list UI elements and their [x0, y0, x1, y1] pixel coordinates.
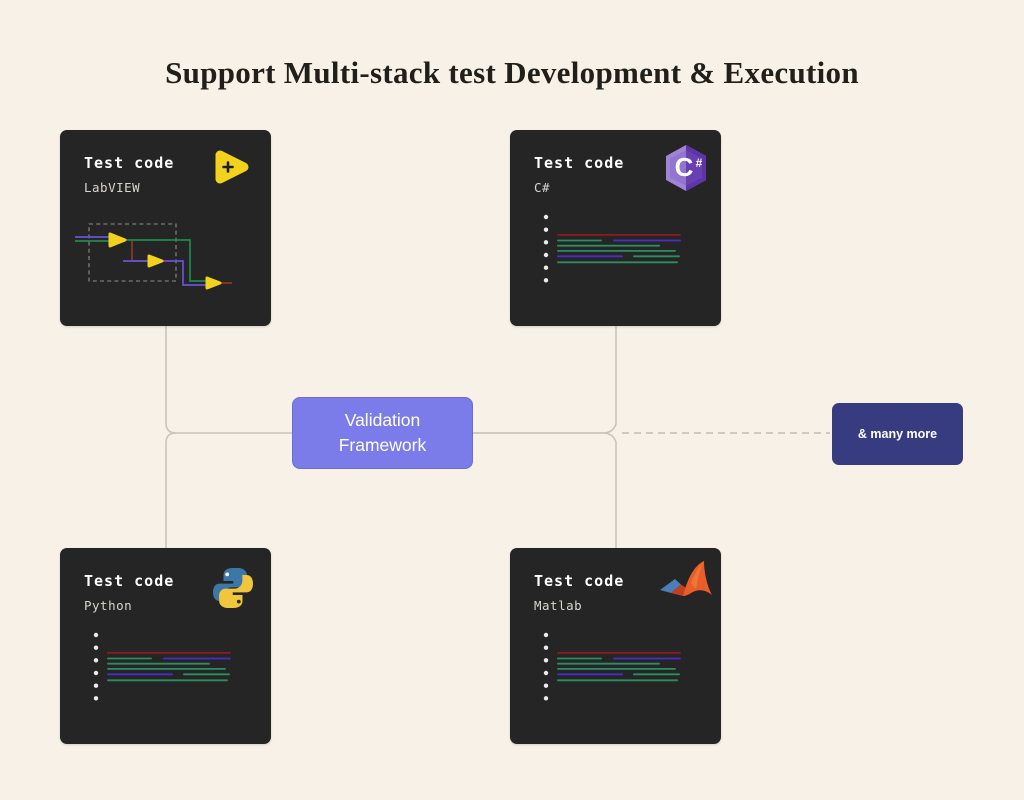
page-title: Support Multi-stack test Development & E…: [165, 55, 859, 90]
many-more-node: & many more: [832, 403, 963, 465]
python-icon: [211, 566, 255, 615]
labview-block-diagram: [75, 223, 232, 290]
framework-label-line2: Framework: [338, 435, 427, 455]
many-more-label: & many more: [857, 427, 938, 441]
card-title: Test code: [534, 154, 625, 172]
code-lines: [510, 630, 721, 725]
code-lines: [60, 630, 271, 725]
card-title: Test code: [84, 154, 175, 172]
framework-label-line1: Validation: [344, 410, 421, 430]
card-python: Test code Python: [60, 548, 271, 744]
svg-text:#: #: [696, 156, 703, 170]
labview-icon: [209, 146, 255, 193]
card-csharp: Test code C# C #: [510, 130, 721, 326]
card-title: Test code: [84, 572, 175, 590]
code-lines-graphic: [543, 214, 681, 283]
card-subtitle: Python: [84, 598, 133, 613]
matlab-icon: [658, 559, 714, 612]
csharp-icon: C #: [661, 142, 711, 199]
validation-framework-node: Validation Framework: [292, 397, 473, 469]
card-subtitle: LabVIEW: [84, 180, 141, 195]
card-subtitle: C#: [534, 180, 551, 195]
svg-text:C: C: [675, 152, 694, 182]
code-lines-graphic: [93, 632, 231, 701]
card-title: Test code: [534, 572, 625, 590]
code-lines-graphic: [543, 632, 681, 701]
card-matlab: Test code Matlab: [510, 548, 721, 744]
code-lines: [510, 212, 721, 307]
card-subtitle: Matlab: [534, 598, 583, 613]
card-labview: Test code LabVIEW: [60, 130, 271, 326]
